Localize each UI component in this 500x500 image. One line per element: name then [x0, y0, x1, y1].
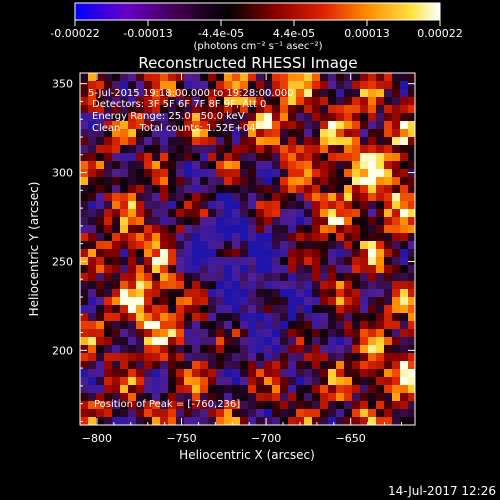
y-tick-label: 300 [52, 167, 73, 180]
annotation-detectors: Detectors: 3F 5F 6F 7F 8F 9F, Att 0 [92, 99, 266, 110]
y-tick-label: 200 [52, 344, 73, 357]
heatmap-image [80, 73, 415, 425]
peak-position-label: Position of Peak = [-760,236] [94, 399, 240, 410]
x-axis-ticks: −800 −750 −700 −650 [82, 73, 402, 445]
x-tick-label: −800 [82, 432, 112, 445]
x-tick-label: −700 [251, 432, 281, 445]
x-tick-label: −650 [336, 432, 366, 445]
colorbar-gradient [74, 2, 441, 21]
y-axis-ticks: 200 250 300 350 [52, 78, 415, 422]
y-tick-label: 250 [52, 255, 73, 268]
colorbar-tick-label: 4.4e-05 [273, 27, 315, 40]
colorbar: -0.00022 -0.00013 -4.4e-05 4.4e-05 0.00013 0.… [50, 2, 463, 52]
y-axis-title: Heliocentric Y (arcsec) [27, 182, 41, 317]
annotation-time-range: 5-Jul-2015 19:18:00.000 to 19:28:00.000 [88, 88, 294, 99]
colorbar-tick-label: -0.00013 [123, 27, 172, 40]
annotation-block: 5-Jul-2015 19:18:00.000 to 19:28:00.000 … [88, 88, 294, 134]
footer-timestamp: 14-Jul-2017 12:26 [388, 484, 496, 498]
plot-frame: −800 −750 −700 −650 200 250 300 350 [52, 72, 416, 445]
x-tick-label: −750 [166, 432, 196, 445]
annotation-method-counts: Clean Total counts: 1.52E+04 [92, 123, 256, 134]
colorbar-tick-label: -4.4e-05 [198, 27, 244, 40]
chart-title: Reconstructed RHESSI Image [138, 54, 357, 72]
x-axis-title: Heliocentric X (arcsec) [179, 448, 315, 462]
colorbar-tick-label: 0.00022 [417, 27, 463, 40]
colorbar-tick-label: 0.00013 [344, 27, 390, 40]
y-tick-label: 350 [52, 78, 73, 91]
colorbar-unit-label: (photons cm⁻² s⁻¹ asec⁻²) [193, 41, 322, 52]
colorbar-tick-label: -0.00022 [50, 27, 99, 40]
colorbar-ticks: -0.00022 -0.00013 -4.4e-05 4.4e-05 0.00013 0.… [50, 20, 463, 40]
annotation-energy-range: Energy Range: 25.0 - 50.0 keV [92, 111, 245, 122]
